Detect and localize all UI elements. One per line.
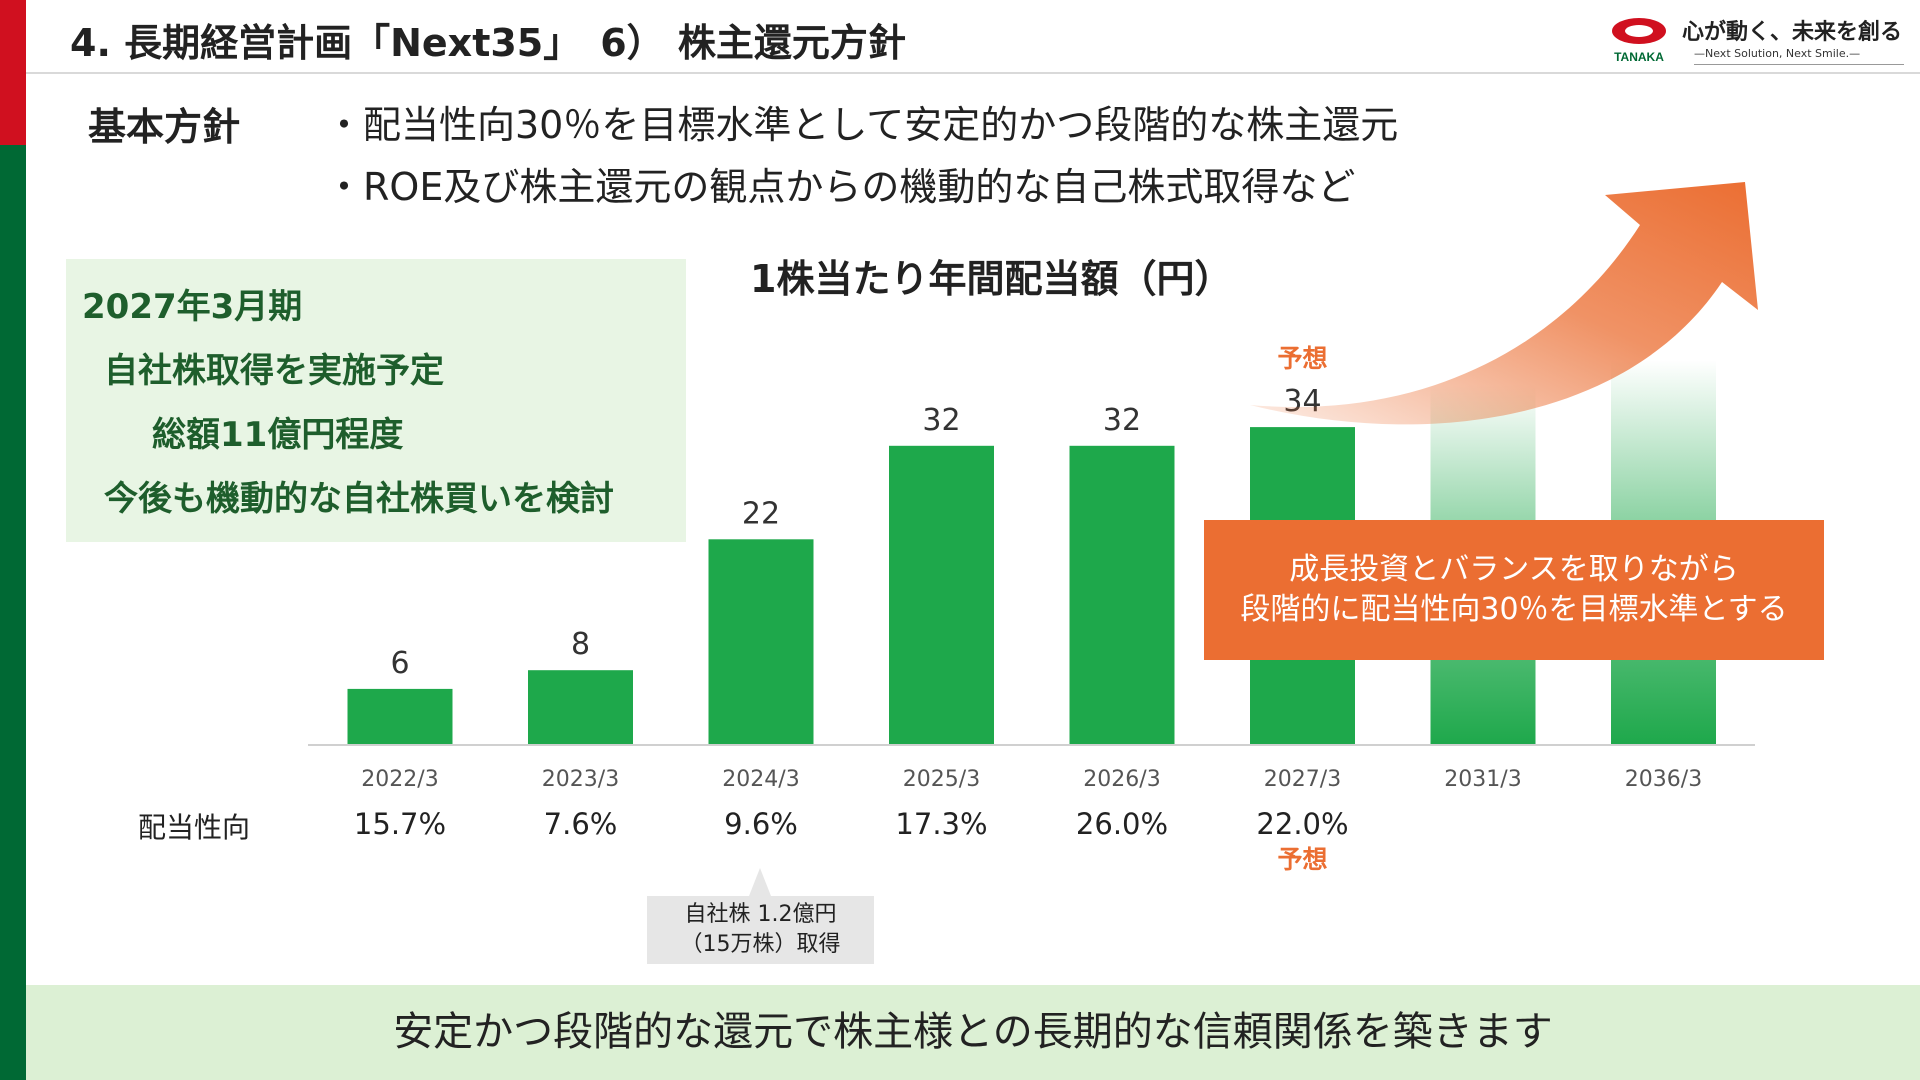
bottom-banner: 安定かつ段階的な還元で株主様との長期的な信頼関係を築きます [26,985,1920,1080]
category-label: 2024/3 [722,767,799,792]
value-label: 22 [742,496,780,531]
buyback-heading: 2027年3月期 [82,287,303,327]
payout-value: 26.0% [1076,807,1168,841]
bar [889,445,994,745]
payout-value: 9.6% [724,807,798,841]
value-label: 6 [390,646,409,681]
forecast-label: 予想 [1277,344,1327,373]
payout-value: 7.6% [544,807,618,841]
tooltip-pointer [749,868,771,896]
bar [528,670,633,745]
category-label: 2036/3 [1625,767,1702,792]
policy-callout: 成長投資とバランスを取りながら 段階的に配当性向30％を目標水準とする [1204,520,1824,660]
policy-item: ・配当性向30％を目標水準として安定的かつ段階的な株主還元 [325,103,1399,147]
chart-title: 1株当たり年間配当額（円） [750,257,1233,301]
slogan-rule [1694,64,1904,65]
footer-message: 安定かつ段階的な還元で株主様との長期的な信頼関係を築きます [393,1009,1553,1055]
logo-wordmark: TANAKA [1614,50,1664,64]
page-title: 4. 長期経営計画「Next35」 6） 株主還元方針 [70,21,906,65]
payout-forecast-label: 予想 [1277,845,1327,874]
category-label: 2026/3 [1083,767,1160,792]
value-label: 8 [571,627,590,662]
bar [708,539,814,745]
policy-item: ・ROE及び株主還元の観点からの機動的な自己株式取得など [325,165,1356,209]
tanaka-logo-icon: TANAKA [1612,18,1666,64]
growth-arrow-icon [1250,182,1758,425]
category-label: 2025/3 [903,767,980,792]
category-label: 2027/3 [1264,767,1341,792]
slogan-sub: —Next Solution, Next Smile.— [1694,47,1861,60]
buyback-panel: 2027年3月期 自社株取得を実施予定 総額11億円程度 今後も機動的な自社株買… [66,259,686,542]
payout-value: 15.7% [354,807,446,841]
buyback-line: 自社株取得を実施予定 [104,351,444,391]
callout-line: 成長投資とバランスを取りながら [1289,552,1739,587]
buyback-line: 今後も機動的な自社株買いを検討 [104,479,614,519]
category-label: 2031/3 [1444,767,1521,792]
payout-value: 22.0% [1256,807,1348,841]
category-label: 2022/3 [361,767,438,792]
category-label: 2023/3 [542,767,619,792]
bar [1069,445,1175,745]
buyback-note: 自社株 1.2億円 （15万株）取得 [647,896,874,964]
slogan: 心が動く、未来を創る [1682,20,1903,45]
policy-list: ・配当性向30％を目標水準として安定的かつ段階的な株主還元 ・ROE及び株主還元… [325,94,1398,218]
company-logo: TANAKA 心が動く、未来を創る —Next Solution, Next S… [1610,14,1910,70]
buyback-line: 総額11億円程度 [152,415,404,455]
value-label: 32 [922,403,960,438]
policy-label: 基本方針 [88,105,241,149]
payout-ratio-label: 配当性向 [138,811,251,844]
note-line: （15万株）取得 [680,932,841,957]
value-label: 32 [1103,403,1141,438]
sidebar-accent-red [0,0,26,145]
payout-value: 17.3% [895,807,987,841]
bar [347,688,453,745]
header-divider [26,72,1920,74]
note-line: 自社株 1.2億円 [684,902,837,927]
callout-line: 段階的に配当性向30％を目標水準とする [1240,592,1788,627]
sidebar-accent-green [0,145,26,1080]
